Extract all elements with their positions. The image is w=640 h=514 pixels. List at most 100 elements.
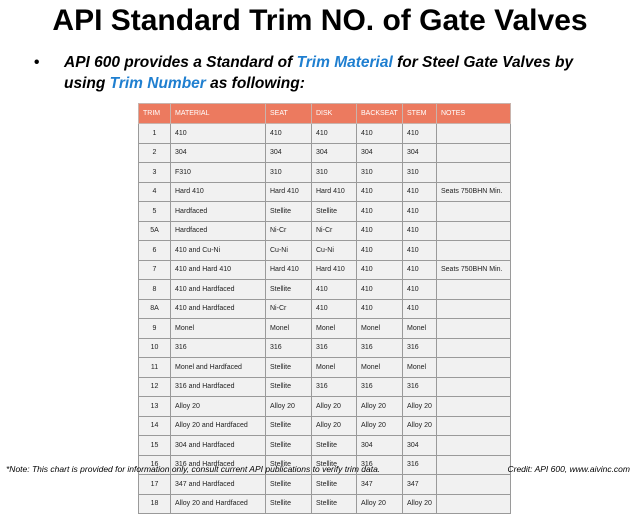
table-cell: 4 [138,181,171,202]
table-cell: Alloy 20 [356,415,403,436]
bullet: • API 600 provides a Standard of Trim Mat… [34,52,610,94]
table-cell [436,298,511,319]
table-row: 8 410 and Hardfaced Stellite 410 410 410 [138,279,511,300]
table-cell: 410 [311,298,357,319]
table-cell: Alloy 20 [311,415,357,436]
footnote: *Note: This chart is provided for inform… [6,464,381,474]
table-cell: Stellite [265,357,312,378]
table-cell: 316 and Hardfaced [170,376,266,397]
table-row: 18 Alloy 20 and Hardfaced Stellite Stellite… [138,493,511,514]
table-cell: Monel [265,318,312,339]
table-cell: 410 [402,220,437,241]
table-cell: 7 [138,259,171,280]
table-row: 5 Hardfaced Stellite Stellite 410 410 [138,201,511,222]
column-header: MATERIAL [170,103,266,124]
table-cell: 410 [311,123,357,144]
table-row: 9 Monel Monel Monel Monel Monel [138,318,511,339]
table-cell: 10 [138,337,171,358]
table-cell: Monel [356,318,403,339]
column-header: DISK [311,103,357,124]
table-cell: 410 [311,279,357,300]
table-cell: 304 and Hardfaced [170,435,266,456]
table-cell: Stellite [311,435,357,456]
table-row: 5A Hardfaced Ni-Cr Ni-Cr 410 410 [138,220,511,241]
table-cell [436,474,511,495]
column-header: TRIM [138,103,171,124]
table-cell: F310 [170,162,266,183]
table-cell: 410 [402,279,437,300]
table-cell: 316 [356,454,403,475]
table-cell: Stellite [265,454,312,475]
table-cell: 410 and Cu-Ni [170,240,266,261]
table-cell [436,337,511,358]
table-row: 11 Monel and Hardfaced Stellite Monel Monel M… [138,357,511,378]
slide: API Standard Trim NO. of Gate Valves • AP… [6,4,630,514]
table-cell: 410 and Hardfaced [170,279,266,300]
table-cell: 410 [402,201,437,222]
table-cell: 410 [265,123,312,144]
table-cell: Stellite [265,415,312,436]
table-cell: 316 [402,454,437,475]
table-cell [436,415,511,436]
credit: Credit: API 600, www.aivinc.com [507,464,630,474]
table-cell: 410 and Hardfaced [170,298,266,319]
table-cell: Stellite [265,435,312,456]
table-cell: 6 [138,240,171,261]
table-cell [436,357,511,378]
table-cell: Stellite [311,201,357,222]
table-row: 12 316 and Hardfaced Stellite 316 316 316 [138,376,511,397]
table-cell [436,123,511,144]
table-cell [436,493,511,514]
table-cell: Cu-Ni [311,240,357,261]
table-cell: Alloy 20 [265,396,312,417]
table-cell: 310 [311,162,357,183]
bullet-segment: as following: [205,75,305,92]
table-cell: Hard 410 [265,181,312,202]
table-cell: Stellite [311,474,357,495]
table-row: 17 347 and Hardfaced Stellite Stellite 347 34… [138,474,511,495]
table-cell [436,201,511,222]
column-header: NOTES [436,103,511,124]
table-cell: 304 [356,435,403,456]
table-cell: 410 [356,259,403,280]
table-cell: Monel [402,357,437,378]
table-cell: 316 [170,337,266,358]
table-cell: 8A [138,298,171,319]
table-cell: 347 [402,474,437,495]
table-cell: 11 [138,357,171,378]
table-cell: 18 [138,493,171,514]
highlight-text: Trim Number [109,75,206,92]
table-cell: Stellite [265,493,312,514]
table-cell: Hardfaced [170,220,266,241]
table-cell: 8 [138,279,171,300]
table-cell: 9 [138,318,171,339]
table-row: 16 316 and Hardfaced Stellite Stellite 316 31… [138,454,511,475]
bullet-segment: for Steel Gate Valves by using [64,54,574,92]
table-row: 10 316 316 316 316 316 [138,337,511,358]
table-cell: 410 [170,123,266,144]
table-cell: Monel [356,357,403,378]
table-cell: Hard 410 [311,181,357,202]
table-cell: Ni-Cr [265,220,312,241]
table-cell: 304 [265,142,312,163]
table-cell [436,162,511,183]
table-cell: Alloy 20 [170,396,266,417]
table-cell: 3 [138,162,171,183]
table-cell: 13 [138,396,171,417]
table-cell [436,435,511,456]
table-row: 15 304 and Hardfaced Stellite Stellite 304 30… [138,435,511,456]
table-cell: 304 [170,142,266,163]
table-cell: 17 [138,474,171,495]
table-cell: Monel [402,318,437,339]
table-body: 1 410 410 410 410 410 2 304 304 304 304 304 3 F310 310… [138,123,511,514]
table-cell: Monel [311,318,357,339]
table-cell [436,376,511,397]
table-cell: Hard 410 [170,181,266,202]
table-cell: 410 [356,279,403,300]
table-cell: 316 [356,376,403,397]
table-cell: 316 [356,337,403,358]
table-cell: Stellite [311,454,357,475]
column-header: SEAT [265,103,312,124]
table-row: 13 Alloy 20 Alloy 20 Alloy 20 Alloy 20 Alloy … [138,396,511,417]
